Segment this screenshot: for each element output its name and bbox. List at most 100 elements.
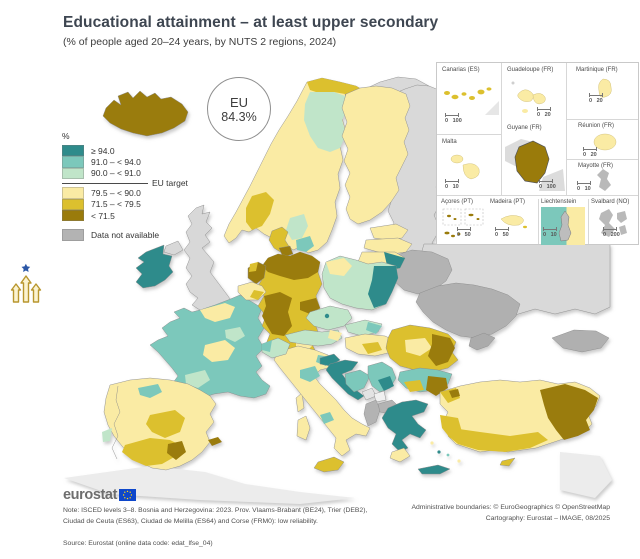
- inset-map-reunion: [593, 133, 617, 151]
- region-france-patches: [185, 303, 245, 388]
- region-serbia: [367, 361, 397, 393]
- inset-label: Réunion (FR): [578, 123, 615, 129]
- source-note: Source: Eurostat (online data code: edat…: [63, 540, 213, 547]
- region-peloponnese: [389, 447, 411, 463]
- inset-divider: [538, 199, 539, 244]
- inset-scale: 0 50: [457, 227, 471, 238]
- region-latvia: [363, 237, 413, 255]
- legend-label: Data not available: [91, 230, 160, 241]
- eu-education-target-icon: [8, 262, 44, 306]
- inset-map-acores: [442, 208, 484, 238]
- region-sardinia: [296, 415, 311, 441]
- inset-label: Svalbard (NO): [591, 199, 630, 205]
- inset-scale: 0 20: [583, 147, 597, 158]
- legend-swatch: [62, 144, 84, 157]
- inset-scale: 0 10: [577, 181, 591, 192]
- inset-scale: 0 100: [445, 113, 462, 124]
- region-serbia-south: [378, 376, 394, 391]
- eu-average-badge: EU 84.3%: [207, 77, 271, 141]
- inset-divider: [501, 63, 502, 195]
- inset-label: Liechtenstein: [541, 199, 577, 205]
- eu-badge-value: 84.3%: [221, 109, 257, 124]
- legend-row: ≥ 94.0: [62, 144, 212, 157]
- region-ukraine: [415, 282, 521, 339]
- inset-map-canarias: [444, 87, 499, 115]
- legend-row: 91.0 – < 94.0: [62, 156, 212, 168]
- inset-label: Malta: [442, 139, 457, 145]
- region-northern-ireland: [163, 240, 184, 256]
- region-belgium-gold: [250, 290, 264, 300]
- outermost-regions-inset-panel: Canarias (ES) Guadeloupe (FR) Martinique…: [436, 62, 639, 245]
- eu-flag-icon: [119, 489, 137, 501]
- non-coverage-coasts: [64, 452, 612, 504]
- eu-target-marker: EU target: [62, 178, 212, 188]
- inset-scale: 0 10: [543, 227, 557, 238]
- legend-swatch: [62, 229, 84, 241]
- border-portugal: [111, 385, 121, 460]
- inset-label: Canarias (ES): [442, 67, 480, 73]
- region-slovakia-east: [366, 322, 382, 334]
- region-czechia: [305, 305, 353, 331]
- region-albania: [363, 399, 381, 427]
- page-title: Educational attainment – at least upper …: [63, 14, 439, 31]
- inset-divider: [566, 63, 567, 195]
- inset-divider: [566, 159, 638, 160]
- region-bosnia: [344, 369, 371, 393]
- inset-map-martinique: [598, 78, 612, 98]
- legend-label: 71.5 – < 79.5: [91, 199, 141, 210]
- region-corsica: [295, 392, 305, 413]
- inset-label: Guadeloupe (FR): [507, 67, 554, 73]
- region-greece: [381, 399, 429, 453]
- legend-row: 79.5 – < 90.0: [62, 187, 212, 199]
- region-iceland: [102, 90, 189, 137]
- inset-label: Madeira (PT): [490, 199, 526, 205]
- legend-label: 91.0 – < 94.0: [91, 157, 141, 168]
- region-ireland: [135, 244, 174, 289]
- inset-divider: [588, 199, 589, 244]
- region-bulgaria-patches: [404, 376, 448, 396]
- legend-swatch: [62, 209, 84, 222]
- legend-row-no-data: Data not available: [62, 229, 212, 241]
- region-cyprus: [499, 457, 516, 467]
- legend-swatch: [62, 156, 84, 168]
- region-austria: [284, 329, 343, 347]
- region-kosovo: [373, 390, 387, 403]
- region-estonia: [369, 223, 409, 241]
- inset-divider: [437, 195, 638, 196]
- inset-map-svalbard: [599, 209, 627, 237]
- eurostat-wordmark: eurostat: [63, 487, 118, 503]
- legend-label: < 71.5: [91, 210, 115, 221]
- legend-row: < 71.5: [62, 209, 212, 222]
- cartography-credits: Administrative boundaries: © EuroGeograp…: [411, 503, 610, 525]
- footnote: Note: ISCED levels 3–8. Bosnia and Herze…: [63, 507, 368, 525]
- cartography-credit: Cartography: Eurostat – IMAGE, 08/2025: [485, 514, 610, 522]
- inset-map-malta: [450, 154, 480, 180]
- legend-swatch: [62, 187, 84, 199]
- three-arrows-star-icon: [10, 263, 42, 303]
- region-finland: [341, 85, 411, 225]
- inset-scale: 0 10: [445, 179, 459, 190]
- legend-swatch: [62, 198, 84, 211]
- legend-unit: %: [62, 131, 70, 141]
- eu-target-line: [62, 182, 148, 184]
- inset-divider: [566, 119, 638, 120]
- inset-map-madeira: [500, 215, 527, 229]
- region-switzerland-teal: [262, 340, 272, 352]
- region-georgia: [551, 329, 610, 353]
- inset-divider: [437, 134, 501, 135]
- landmass: [64, 76, 612, 504]
- legend-label: 90.0 – < 91.0: [91, 168, 141, 179]
- legend-row: 90.0 – < 91.0: [62, 167, 212, 180]
- inset-label: Guyane (FR): [507, 125, 542, 131]
- region-denmark-olive: [278, 245, 294, 258]
- inset-label: Mayotte (FR): [578, 163, 614, 169]
- region-netherlands-gold: [249, 262, 258, 272]
- inset-map-guadeloupe: [511, 81, 546, 113]
- inset-scale: 0 20: [537, 107, 551, 118]
- map-legend: % ≥ 94.0 91.0 – < 94.0 90.0 – < 91.0 EU …: [62, 131, 212, 241]
- inset-map-liechtenstein: [541, 207, 585, 245]
- region-iberia-patches: [102, 384, 222, 466]
- region-poland-patches: [326, 258, 398, 308]
